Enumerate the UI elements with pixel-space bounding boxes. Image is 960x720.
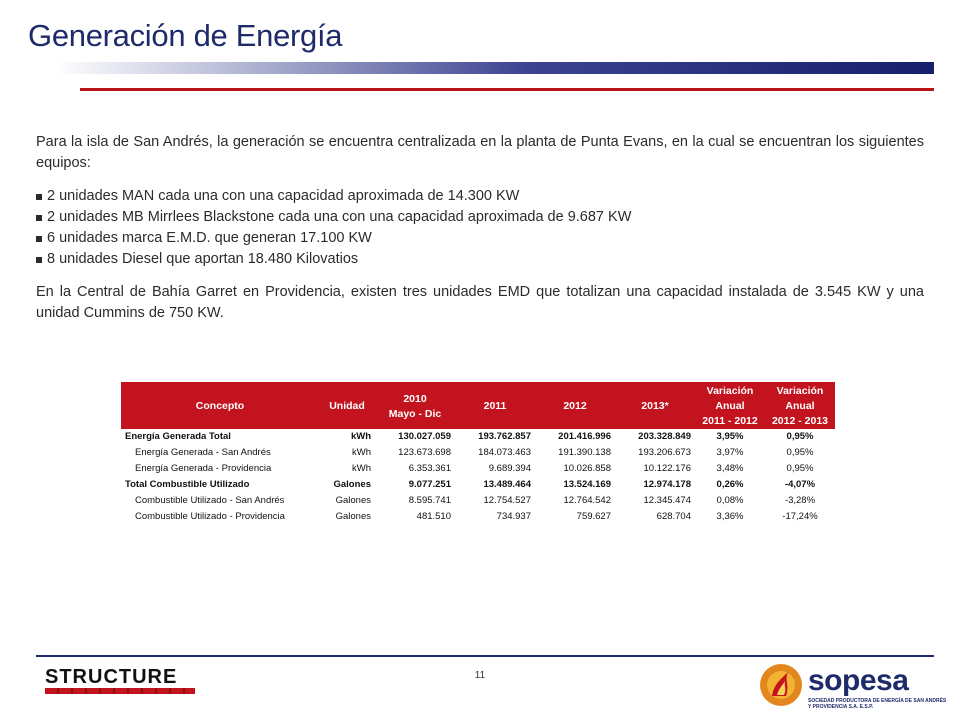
cell-2011: 184.073.463 bbox=[478, 447, 531, 458]
list-item: 2 unidades MAN cada una con una capacida… bbox=[36, 186, 924, 207]
header-var2-line1: Variación bbox=[765, 382, 835, 399]
cell-2011: 734.937 bbox=[496, 511, 531, 522]
cell-2013: 203.328.849 bbox=[638, 431, 691, 442]
cell-2012: 12.764.542 bbox=[563, 495, 611, 506]
cell-var2: 0,95% bbox=[786, 463, 814, 474]
list-item: 8 unidades Diesel que aportan 18.480 Kil… bbox=[36, 249, 924, 270]
cell-2010: 9.077.251 bbox=[408, 479, 451, 490]
cell-var1: 0,26% bbox=[716, 479, 744, 490]
sopesa-tagline: SOCIEDAD PRODUCTORA DE ENERGÍA DE SAN AN… bbox=[808, 698, 947, 710]
body-text: Para la isla de San Andrés, la generació… bbox=[36, 132, 924, 324]
cell-unidad: kWh bbox=[350, 431, 371, 442]
cell-2012: 191.390.138 bbox=[558, 447, 611, 458]
cell-2011: 13.489.464 bbox=[483, 479, 531, 490]
cell-2010: 8.595.741 bbox=[408, 495, 451, 506]
cell-var2: -3,28% bbox=[784, 495, 816, 506]
cell-concepto: Energía Generada - Providencia bbox=[135, 463, 272, 474]
cell-unidad: Galones bbox=[333, 479, 372, 490]
header-var2-line3: 2012 - 2013 bbox=[765, 414, 835, 429]
sopesa-logo: sopesa SOCIEDAD PRODUCTORA DE ENERGÍA DE… bbox=[758, 660, 948, 716]
cell-concepto: Energía Generada Total bbox=[125, 431, 231, 442]
cell-var1: 0,08% bbox=[716, 495, 744, 506]
cell-concepto: Energía Generada - San Andrés bbox=[135, 447, 271, 458]
structure-logo: STRUCTURE bbox=[45, 667, 197, 694]
bullet-square-icon bbox=[36, 215, 42, 221]
cell-concepto: Combustible Utilizado - San Andrés bbox=[135, 495, 285, 506]
bullet-square-icon bbox=[36, 257, 42, 263]
energy-table: Concepto Unidad 2010 Mayo - Dic 2011 2012… bbox=[121, 382, 835, 525]
page-number: 11 bbox=[474, 670, 486, 681]
cell-2012: 759.627 bbox=[576, 511, 611, 522]
cell-2013: 12.345.474 bbox=[643, 495, 691, 506]
header-2010-period: Mayo - Dic bbox=[388, 407, 442, 420]
title-red-divider bbox=[80, 88, 934, 91]
structure-logo-band bbox=[45, 688, 195, 694]
cell-var2: 0,95% bbox=[786, 447, 814, 458]
intro-paragraph: Para la isla de San Andrés, la generació… bbox=[36, 134, 924, 171]
cell-2013: 193.206.673 bbox=[638, 447, 691, 458]
table-row: Total Combustible Utilizado Galones 9.07… bbox=[121, 477, 835, 493]
table-row: Energía Generada - Providencia kWh 6.353… bbox=[121, 461, 835, 477]
table-row: Energía Generada - San Andrés kWh 123.67… bbox=[121, 445, 835, 461]
cell-2010: 6.353.361 bbox=[408, 463, 451, 474]
header-2011: 2011 bbox=[455, 382, 535, 429]
equipment-list: 2 unidades MAN cada una con una capacida… bbox=[36, 186, 924, 270]
cell-2011: 193.762.857 bbox=[478, 431, 531, 442]
table-row: Energía Generada Total kWh 130.027.059 1… bbox=[121, 429, 835, 445]
header-2013: 2013* bbox=[615, 382, 695, 429]
header-2010: 2010 Mayo - Dic bbox=[375, 382, 455, 429]
cell-2013: 12.974.178 bbox=[643, 479, 691, 490]
cell-var2: -4,07% bbox=[784, 479, 816, 490]
providencia-paragraph: En la Central de Bahía Garret en Provide… bbox=[36, 284, 924, 321]
header-var1-line3: 2011 - 2012 bbox=[695, 414, 765, 429]
title-gradient-bar bbox=[28, 62, 934, 74]
table-row: Combustible Utilizado - San Andrés Galon… bbox=[121, 493, 835, 509]
cell-2012: 201.416.996 bbox=[558, 431, 611, 442]
cell-var2: -17,24% bbox=[782, 511, 818, 522]
bullet-square-icon bbox=[36, 194, 42, 200]
cell-2012: 13.524.169 bbox=[563, 479, 611, 490]
cell-2011: 9.689.394 bbox=[488, 463, 531, 474]
bullet-square-icon bbox=[36, 236, 42, 242]
cell-2010: 123.673.698 bbox=[398, 447, 451, 458]
header-var1-line1: Variación bbox=[695, 382, 765, 399]
cell-2010: 481.510 bbox=[416, 511, 451, 522]
cell-unidad: kWh bbox=[352, 463, 371, 474]
cell-concepto: Combustible Utilizado - Providencia bbox=[135, 511, 285, 522]
header-2010-year: 2010 bbox=[403, 392, 427, 405]
cell-2010: 130.027.059 bbox=[398, 431, 451, 442]
footer-divider bbox=[36, 655, 934, 657]
cell-unidad: Galones bbox=[335, 495, 371, 506]
header-var2-line2: Anual bbox=[765, 399, 835, 414]
cell-2011: 12.754.527 bbox=[483, 495, 531, 506]
header-var1-line2: Anual bbox=[695, 399, 765, 414]
cell-var1: 3,95% bbox=[716, 431, 744, 442]
header-unidad: Unidad bbox=[319, 382, 375, 429]
cell-unidad: kWh bbox=[352, 447, 371, 458]
header-concepto: Concepto bbox=[121, 382, 319, 429]
list-item-text: 2 unidades MB Mirrlees Blackstone cada u… bbox=[47, 209, 632, 225]
cell-2013: 628.704 bbox=[656, 511, 691, 522]
sopesa-flame-icon bbox=[760, 664, 802, 706]
page-title: Generación de Energía bbox=[28, 18, 343, 53]
list-item: 6 unidades marca E.M.D. que generan 17.1… bbox=[36, 228, 924, 249]
cell-var1: 3,97% bbox=[716, 447, 744, 458]
cell-unidad: Galones bbox=[335, 511, 371, 522]
structure-logo-text: STRUCTURE bbox=[45, 666, 178, 688]
sopesa-logo-text: sopesa bbox=[808, 664, 909, 697]
table-row: Combustible Utilizado - Providencia Galo… bbox=[121, 509, 835, 525]
cell-2013: 10.122.176 bbox=[643, 463, 691, 474]
list-item: 2 unidades MB Mirrlees Blackstone cada u… bbox=[36, 207, 924, 228]
list-item-text: 2 unidades MAN cada una con una capacida… bbox=[47, 188, 520, 204]
cell-var2: 0,95% bbox=[786, 431, 814, 442]
cell-2012: 10.026.858 bbox=[563, 463, 611, 474]
list-item-text: 6 unidades marca E.M.D. que generan 17.1… bbox=[47, 230, 372, 246]
list-item-text: 8 unidades Diesel que aportan 18.480 Kil… bbox=[47, 251, 359, 267]
cell-var1: 3,48% bbox=[716, 463, 744, 474]
cell-var1: 3,36% bbox=[716, 511, 744, 522]
header-2012: 2012 bbox=[535, 382, 615, 429]
cell-concepto: Total Combustible Utilizado bbox=[125, 479, 250, 490]
